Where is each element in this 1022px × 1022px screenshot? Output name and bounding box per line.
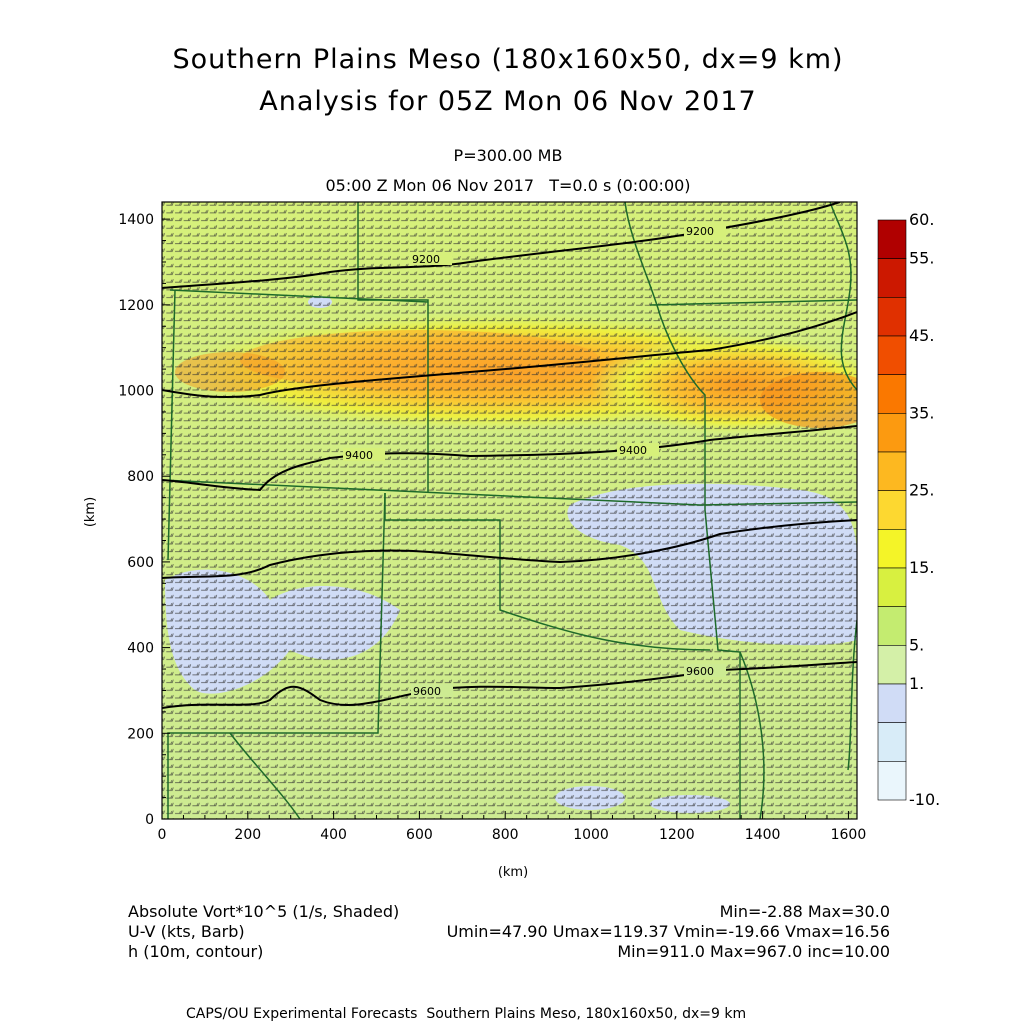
- colorbar-label: 60.: [909, 210, 934, 229]
- colorbar-label: 55.: [909, 249, 934, 268]
- contour-9500: [162, 519, 857, 579]
- colorbar-swatch: [877, 490, 907, 530]
- colorbar-swatch: [877, 374, 907, 414]
- x-tick-label: 1200: [659, 827, 695, 843]
- colorbar-swatch: [877, 606, 907, 646]
- contour-9200: [162, 202, 841, 289]
- y-tick-label: 200: [127, 726, 154, 742]
- colorbar-swatch: [877, 761, 907, 801]
- y-tick-label: 1000: [118, 384, 154, 400]
- colorbar-swatch: [877, 529, 907, 569]
- colorbar-label: 5.: [909, 635, 924, 654]
- legend-field1-stats: Min=-2.88 Max=30.0: [719, 902, 890, 921]
- x-tick-label: 0: [158, 827, 167, 843]
- colorbar-swatch: [877, 645, 907, 685]
- colorbar-swatch: [877, 451, 907, 491]
- colorbar-label: 45.: [909, 326, 934, 345]
- legend-field2: U-V (kts, Barb): [128, 922, 245, 941]
- colorbar-swatch: [877, 683, 907, 723]
- colorbar-swatch: [877, 567, 907, 607]
- level-label: P=300.00 MB: [453, 146, 563, 165]
- colorbar-swatch: [877, 722, 907, 762]
- boundary-texas-panhandle: [384, 493, 711, 651]
- colorbar-label: 25.: [909, 481, 934, 500]
- y-tick-label: 0: [145, 812, 154, 828]
- legend-field3-stats: Min=911.0 Max=967.0 inc=10.00: [617, 942, 890, 961]
- contour-label-9600-east: 9600: [686, 665, 714, 678]
- contour-label-9400-west: 9400: [345, 449, 373, 462]
- y-tick-label: 400: [127, 641, 154, 657]
- y-axis-label: (km): [83, 497, 98, 527]
- boundary-mississippi-river: [829, 202, 857, 391]
- y-tick-label: 600: [127, 555, 154, 571]
- colorbar: 60. 55. 45. 35. 25. 15. 5. 1. -10.: [877, 210, 940, 809]
- boundary-west: [167, 289, 176, 561]
- legend-field1: Absolute Vort*10^5 (1/s, Shaded): [128, 902, 400, 921]
- colorbar-swatch: [877, 297, 907, 337]
- x-axis-label: (km): [498, 865, 528, 880]
- x-tick-label: 1600: [831, 827, 867, 843]
- contour-label-9200-east: 9200: [686, 225, 714, 238]
- y-tick-label: 1400: [118, 212, 154, 228]
- wind-barb-field: [162, 202, 857, 819]
- boundary-colorado-north: [169, 289, 429, 303]
- x-tick-label: 800: [492, 827, 519, 843]
- boundary-east-coast: [847, 619, 857, 771]
- plot-frame: [161, 201, 858, 820]
- colorbar-swatch: [877, 258, 907, 298]
- boundary-new-mexico: [167, 492, 386, 819]
- contour-9300: [162, 311, 857, 399]
- y-tick-label: 800: [127, 469, 154, 485]
- title-line1: Southern Plains Meso (180x160x50, dx=9 k…: [172, 44, 844, 75]
- boundary-iowa-missouri: [649, 299, 857, 306]
- legend-field3: h (10m, contour): [128, 942, 264, 961]
- colorbar-label: 15.: [909, 558, 934, 577]
- y-axis: 0 200 400 600 800 1000 1200 1400: [118, 212, 170, 828]
- plot-area: [162, 202, 857, 819]
- contour-label-9600-west: 9600: [413, 685, 441, 698]
- legend-field2-stats: Umin=47.90 Umax=119.37 Vmin=-19.66 Vmax=…: [446, 922, 890, 941]
- colorbar-swatch: [877, 335, 907, 375]
- time-label: 05:00 Z Mon 06 Nov 2017 T=0.0 s (0:00:00…: [325, 176, 691, 195]
- contour-labels: 9200 9200 9400 9400 9600 9600: [343, 224, 726, 698]
- contour-9400: [162, 425, 857, 492]
- y-tick-label: 1200: [118, 298, 154, 314]
- x-tick-label: 1400: [745, 827, 781, 843]
- boundary-kansas-oklahoma: [162, 479, 701, 506]
- boundary-rio-grande: [229, 732, 301, 819]
- title-line2: Analysis for 05Z Mon 06 Nov 2017: [259, 86, 757, 117]
- colorbar-label: -10.: [909, 790, 940, 809]
- contour-label-9400-east: 9400: [619, 444, 647, 457]
- x-axis: 0 200 400 600 800 1000 1200 1400 1600: [158, 811, 867, 843]
- footer: CAPS/OU Experimental Forecasts Southern …: [186, 1006, 747, 1022]
- x-tick-label: 600: [406, 827, 433, 843]
- colorbar-swatch: [877, 413, 907, 453]
- contour-label-9200-west: 9200: [412, 253, 440, 266]
- x-tick-label: 400: [320, 827, 347, 843]
- boundary-missouri-arkansas-line: [699, 501, 857, 506]
- colorbar-swatch: [877, 219, 907, 259]
- colorbar-label: 1.: [909, 674, 924, 693]
- x-tick-label: 200: [234, 827, 261, 843]
- x-tick-label: 1000: [573, 827, 609, 843]
- colorbar-label: 35.: [909, 403, 934, 422]
